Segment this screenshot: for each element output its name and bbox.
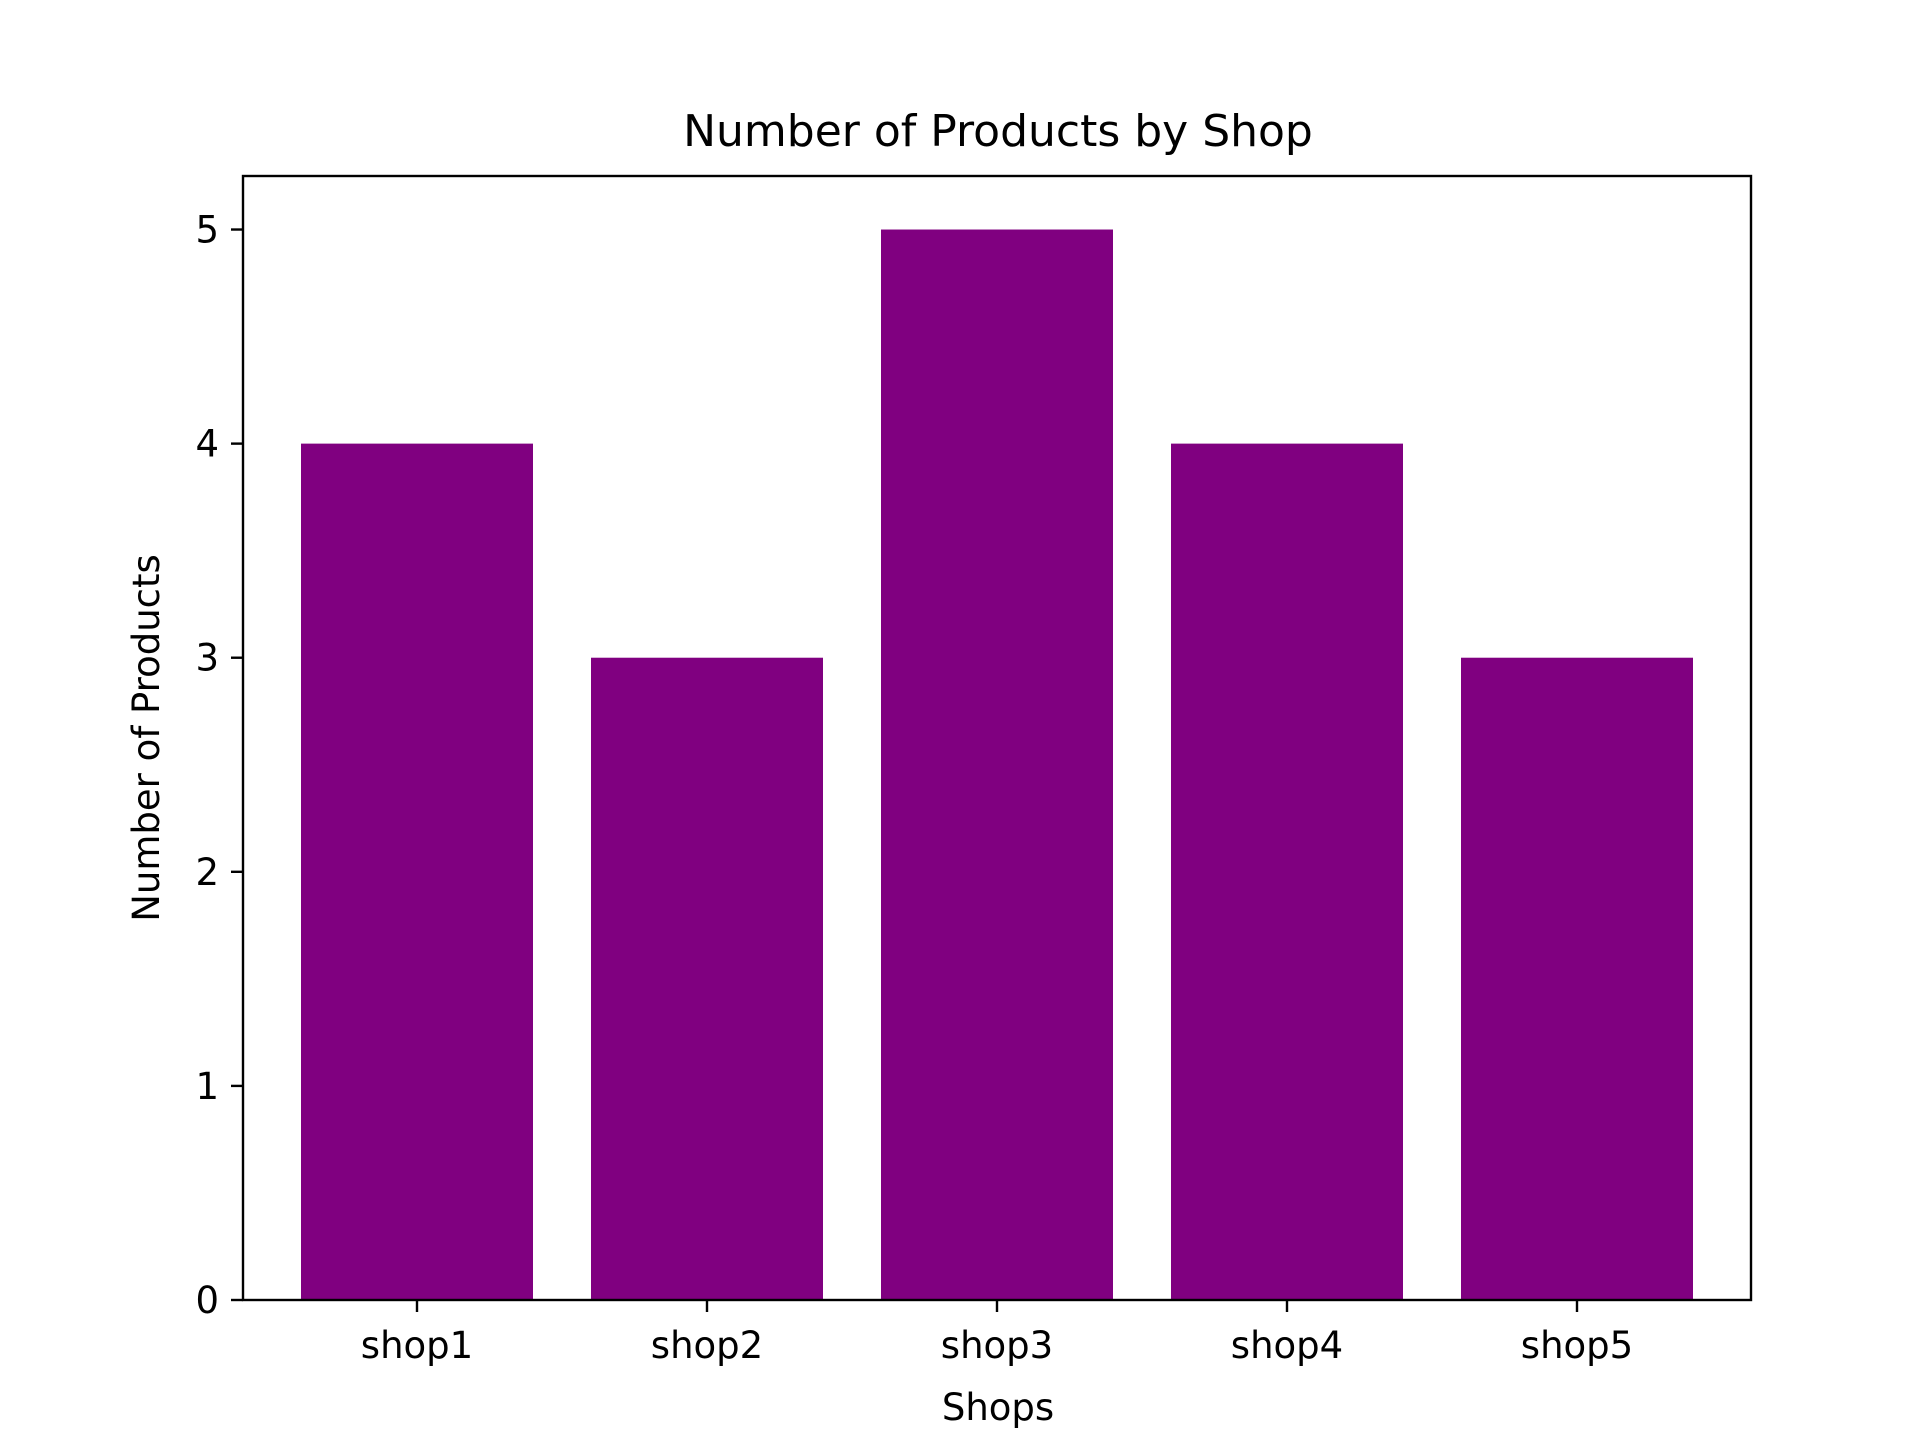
x-tick-label-shop4: shop4	[1231, 1324, 1343, 1367]
x-tick-label-shop5: shop5	[1521, 1324, 1633, 1367]
x-tick-label-shop1: shop1	[361, 1324, 473, 1367]
bar-shop5	[1461, 657, 1693, 1300]
bar-shop4	[1171, 443, 1403, 1301]
y-tick-label: 5	[195, 209, 219, 252]
bar-shop2	[591, 657, 823, 1300]
y-axis-label: Number of Products	[125, 554, 168, 922]
bar-shop1	[301, 443, 533, 1301]
x-axis-label: Shops	[942, 1386, 1054, 1429]
y-tick-label: 1	[195, 1065, 219, 1108]
chart-title: Number of Products by Shop	[683, 106, 1313, 157]
y-tick-label: 4	[195, 423, 219, 466]
y-tick-label: 2	[195, 851, 219, 894]
x-tick-label-shop2: shop2	[651, 1324, 763, 1367]
y-tick-label: 0	[195, 1279, 219, 1322]
bars-group	[301, 229, 1693, 1301]
x-tick-label-shop3: shop3	[941, 1324, 1053, 1367]
y-axis-ticks: 0 1 2 3 4 5	[195, 209, 243, 1322]
bar-shop3	[881, 229, 1113, 1300]
y-tick-label: 3	[195, 637, 219, 680]
x-axis-ticks: shop1 shop2 shop3 shop4 shop5	[361, 1300, 1633, 1367]
